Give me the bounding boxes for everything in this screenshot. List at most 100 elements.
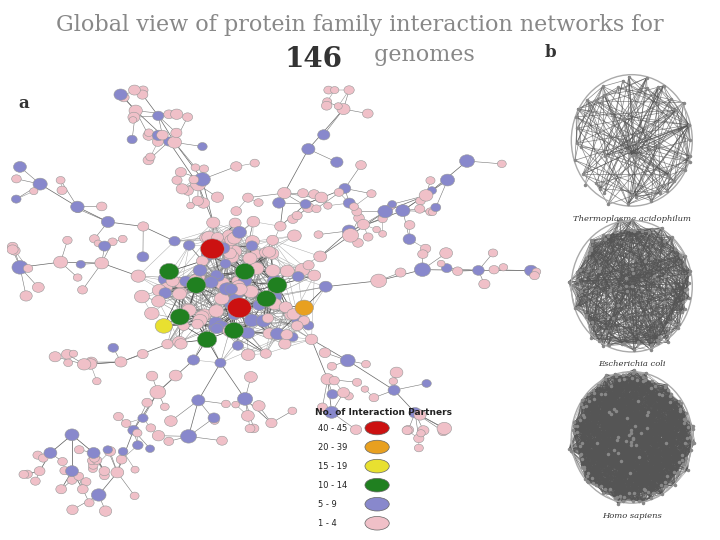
Circle shape bbox=[184, 240, 195, 250]
Circle shape bbox=[215, 321, 228, 333]
Circle shape bbox=[66, 465, 78, 476]
Circle shape bbox=[211, 192, 224, 202]
Circle shape bbox=[428, 208, 436, 215]
Circle shape bbox=[23, 265, 33, 273]
Circle shape bbox=[437, 260, 445, 267]
Circle shape bbox=[330, 86, 339, 93]
Circle shape bbox=[431, 203, 441, 212]
Circle shape bbox=[35, 467, 45, 476]
Circle shape bbox=[162, 340, 173, 349]
Circle shape bbox=[131, 270, 145, 282]
Circle shape bbox=[414, 410, 426, 420]
Circle shape bbox=[303, 321, 314, 330]
Text: 15 - 19: 15 - 19 bbox=[318, 462, 347, 470]
Circle shape bbox=[437, 422, 451, 435]
Circle shape bbox=[339, 184, 351, 193]
Circle shape bbox=[225, 322, 243, 339]
Circle shape bbox=[193, 272, 205, 282]
Circle shape bbox=[273, 198, 285, 208]
Circle shape bbox=[284, 310, 297, 320]
Circle shape bbox=[215, 292, 229, 305]
Circle shape bbox=[319, 281, 332, 292]
Circle shape bbox=[303, 260, 314, 270]
Circle shape bbox=[438, 427, 449, 436]
Circle shape bbox=[225, 234, 238, 246]
Circle shape bbox=[19, 470, 29, 478]
Circle shape bbox=[318, 403, 328, 411]
Circle shape bbox=[427, 187, 436, 194]
Circle shape bbox=[248, 424, 259, 433]
Circle shape bbox=[224, 248, 236, 259]
Circle shape bbox=[418, 250, 428, 259]
Circle shape bbox=[183, 113, 193, 122]
Text: 40 - 45: 40 - 45 bbox=[318, 423, 347, 433]
Circle shape bbox=[220, 238, 234, 250]
Circle shape bbox=[235, 264, 255, 280]
Circle shape bbox=[379, 231, 387, 237]
Circle shape bbox=[160, 264, 179, 280]
Circle shape bbox=[74, 472, 84, 481]
Circle shape bbox=[233, 284, 247, 295]
Circle shape bbox=[58, 457, 68, 465]
Circle shape bbox=[180, 276, 192, 287]
Circle shape bbox=[191, 178, 206, 191]
Circle shape bbox=[181, 430, 197, 443]
Circle shape bbox=[414, 263, 431, 276]
Circle shape bbox=[152, 285, 166, 296]
Circle shape bbox=[238, 275, 252, 287]
Circle shape bbox=[324, 202, 332, 209]
Circle shape bbox=[89, 235, 99, 243]
Circle shape bbox=[224, 251, 239, 263]
Circle shape bbox=[118, 235, 127, 243]
Circle shape bbox=[396, 205, 410, 217]
Circle shape bbox=[127, 135, 137, 144]
Circle shape bbox=[279, 302, 292, 313]
Circle shape bbox=[78, 286, 88, 294]
Circle shape bbox=[7, 242, 18, 251]
Circle shape bbox=[295, 264, 310, 276]
Circle shape bbox=[488, 249, 498, 257]
Text: Global view of protein family interaction networks for: Global view of protein family interactio… bbox=[56, 14, 664, 36]
Circle shape bbox=[389, 377, 397, 385]
Circle shape bbox=[212, 232, 223, 242]
Circle shape bbox=[341, 354, 355, 367]
Circle shape bbox=[253, 401, 265, 411]
Circle shape bbox=[390, 367, 403, 378]
Circle shape bbox=[209, 305, 224, 317]
Circle shape bbox=[292, 315, 306, 327]
Circle shape bbox=[337, 104, 350, 114]
Circle shape bbox=[222, 230, 236, 241]
Circle shape bbox=[99, 467, 110, 476]
Circle shape bbox=[114, 89, 127, 100]
Circle shape bbox=[129, 117, 137, 123]
Circle shape bbox=[161, 403, 169, 410]
Circle shape bbox=[280, 265, 294, 277]
Circle shape bbox=[298, 316, 310, 325]
Circle shape bbox=[208, 413, 220, 423]
Circle shape bbox=[402, 426, 412, 435]
Circle shape bbox=[20, 291, 32, 301]
Circle shape bbox=[143, 156, 154, 165]
Circle shape bbox=[278, 187, 291, 199]
Circle shape bbox=[138, 222, 149, 231]
Circle shape bbox=[33, 451, 42, 459]
Circle shape bbox=[114, 413, 123, 421]
Circle shape bbox=[12, 260, 28, 274]
Circle shape bbox=[266, 418, 277, 428]
Circle shape bbox=[235, 267, 248, 278]
Circle shape bbox=[186, 277, 206, 293]
Text: 20 - 39: 20 - 39 bbox=[318, 443, 347, 451]
Circle shape bbox=[240, 285, 251, 294]
Circle shape bbox=[12, 195, 21, 203]
Circle shape bbox=[292, 321, 303, 331]
Circle shape bbox=[259, 247, 271, 258]
Circle shape bbox=[351, 425, 361, 435]
Text: b: b bbox=[545, 44, 557, 60]
Circle shape bbox=[247, 217, 260, 227]
Circle shape bbox=[215, 277, 230, 289]
Circle shape bbox=[413, 434, 424, 443]
Circle shape bbox=[362, 109, 373, 118]
Circle shape bbox=[403, 234, 415, 245]
Circle shape bbox=[395, 268, 406, 277]
Circle shape bbox=[378, 215, 387, 223]
